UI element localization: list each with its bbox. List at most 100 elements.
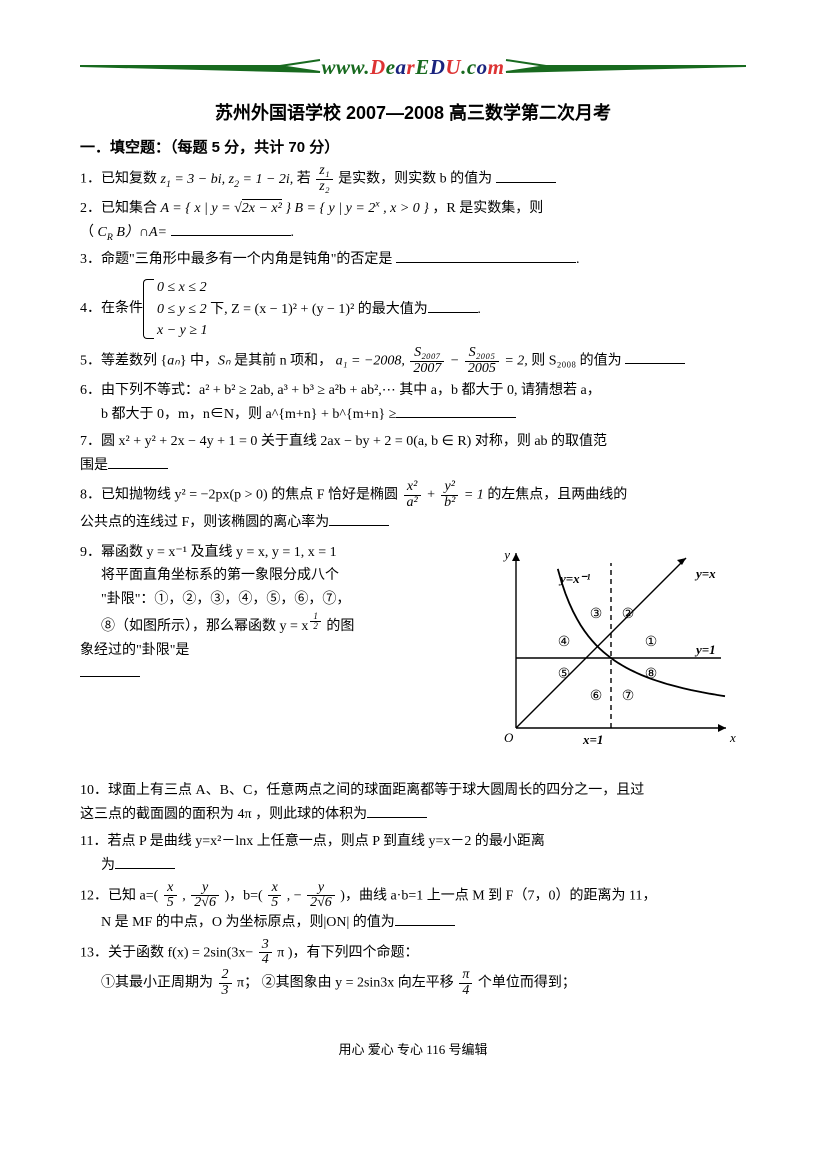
condition: x − y ≥ 1 xyxy=(157,320,481,341)
denominator: 4 xyxy=(259,953,272,968)
denominator: b² xyxy=(441,496,458,511)
text: 2．已知集合 xyxy=(80,201,161,216)
fraction: π4 xyxy=(459,968,472,998)
fraction: 23 xyxy=(219,968,232,998)
text: 8．已知抛物线 y² = −2px(p > 0) 的焦点 F 恰好是椭圆 xyxy=(80,488,402,503)
question-5: 5．等差数列 {aₙ} 中，Sₙ 是其前 n 项和， a₁ = −2008, S… xyxy=(80,346,746,376)
text: 则 S₂₀₀₈ 的值为 xyxy=(531,353,621,368)
fraction: S₂₀₀₇2007 xyxy=(410,346,444,376)
url-part: m xyxy=(488,55,505,79)
sep: , − xyxy=(283,888,305,903)
page: www.DearEDU.com 苏州外国语学校 2007—2008 高三数学第二… xyxy=(0,0,826,1091)
svg-text:y=x⁻¹: y=x⁻¹ xyxy=(558,571,591,586)
text: 11．若点 P 是曲线 y=x²－lnx 上任意一点，则点 P 到直线 y=x－… xyxy=(80,834,545,849)
denominator: 2007 xyxy=(410,362,444,377)
page-title: 苏州外国语学校 2007—2008 高三数学第二次月考 xyxy=(80,98,746,129)
url-part: E xyxy=(415,55,430,79)
denominator: 2√6 xyxy=(191,896,219,911)
question-9-row: 9．幂函数 y = x⁻¹ 及直线 y = x, y = 1, x = 1 将平… xyxy=(80,538,746,777)
fraction: S₂₀₀₅2005 xyxy=(465,346,499,376)
answer-blank xyxy=(496,168,556,183)
op: + xyxy=(426,488,439,503)
text: 为 xyxy=(101,858,115,873)
sep: , xyxy=(179,888,190,903)
denominator: z₂ xyxy=(316,180,332,195)
svg-text:y=1: y=1 xyxy=(694,642,716,657)
svg-text:x=1: x=1 xyxy=(582,732,603,747)
question-9: 9．幂函数 y = x⁻¹ 及直线 y = x, y = 1, x = 1 将平… xyxy=(80,541,468,687)
site-header: www.DearEDU.com xyxy=(80,50,746,80)
text: 象经过的"卦限"是 xyxy=(80,639,468,663)
exponent-fraction: 12 xyxy=(310,612,321,632)
answer-blank xyxy=(108,454,168,469)
text: 若 xyxy=(297,172,315,187)
condition: 0 ≤ x ≤ 2 xyxy=(157,277,481,298)
question-10: 10．球面上有三点 A、B、C，任意两点之间的球面距离都等于球大圆周长的四分之一… xyxy=(80,779,746,827)
url-part: e xyxy=(386,55,396,79)
fraction: y2√6 xyxy=(191,881,219,911)
radicand: 2x − x² xyxy=(242,199,282,216)
answer-blank xyxy=(396,403,516,418)
answer-blank xyxy=(428,298,478,313)
text: N 是 MF 的中点，O 为坐标原点，则|ON| 的值为 xyxy=(101,915,395,930)
fraction: x5 xyxy=(268,881,281,911)
fraction: x²a² xyxy=(404,480,421,510)
question-13: 13．关于函数 f(x) = 2sin(3x− 34 π )，有下列四个命题： … xyxy=(80,938,746,999)
expr: B）∩A= xyxy=(113,225,167,240)
page-footer: 用心 爱心 专心 116 号编辑 xyxy=(80,1039,746,1061)
text: b 都大于 0，m，n∈N，则 a^{m+n} + b^{m+n} ≥ xyxy=(101,407,396,422)
expr: aₙ xyxy=(167,353,180,368)
url-part: D xyxy=(430,55,446,79)
text: π； ②其图象由 y = 2sin3x 向左平移 xyxy=(237,976,457,991)
text: 公共点的连线过 F，则该椭圆的离心率为 xyxy=(80,515,329,530)
text: } 中， xyxy=(180,353,218,368)
answer-blank xyxy=(395,911,455,926)
url-part: D xyxy=(370,55,386,79)
svg-text:y: y xyxy=(502,547,510,562)
text: )，b=( xyxy=(224,888,266,903)
expr: } B = { y | y = 2 xyxy=(285,201,375,216)
expr: A = { x | y = xyxy=(161,201,235,216)
quadrant-chart: yxOy=x⁻¹y=xy=1x=1①②③④⑤⑥⑦⑧ xyxy=(476,538,746,768)
url-part: r xyxy=(407,55,416,79)
text: ①其最小正周期为 xyxy=(101,976,217,991)
svg-text:①: ① xyxy=(645,635,658,650)
text: 10．球面上有三点 A、B、C，任意两点之间的球面距离都等于球大圆周长的四分之一… xyxy=(80,783,644,798)
text: 3．命题"三角形中最多有一个内角是钝角"的否定是 xyxy=(80,252,392,267)
question-7: 7．圆 x² + y² + 2x − 4y + 1 = 0 关于直线 2ax −… xyxy=(80,430,746,478)
answer-blank xyxy=(329,511,389,526)
text: 6．由下列不等式：a² + b² ≥ 2ab, a³ + b³ ≥ a²b + … xyxy=(80,383,601,398)
denominator: 2005 xyxy=(465,362,499,377)
fraction: 34 xyxy=(259,938,272,968)
denominator: 5 xyxy=(268,896,281,911)
numerator: x xyxy=(268,881,281,897)
question-2: 2．已知集合 A = { x | y = √2x − x² } B = { y … xyxy=(80,197,746,245)
url-part: U xyxy=(445,55,461,79)
numerator: y xyxy=(307,881,335,897)
text: 4．在条件 xyxy=(80,297,143,321)
svg-text:②: ② xyxy=(622,607,635,622)
denominator: a² xyxy=(404,496,421,511)
question-12: 12．已知 a=( x5 , y2√6 )，b=( x5 , − y2√6 )，… xyxy=(80,881,746,935)
q1-text: 1．已知复数 xyxy=(80,172,161,187)
text: )，曲线 a·b=1 上一点 M 到 F（7，0）的距离为 11， xyxy=(340,888,656,903)
answer-blank xyxy=(396,248,576,263)
text: 12．已知 a=( xyxy=(80,888,162,903)
expr: = 2, xyxy=(504,353,527,368)
header-url: www.DearEDU.com xyxy=(80,50,746,86)
url-part: www. xyxy=(322,55,371,79)
url-part: o xyxy=(477,55,488,79)
svg-text:x: x xyxy=(729,730,736,745)
text: （ xyxy=(80,225,98,240)
expr: = 3 − bi, z xyxy=(171,172,234,187)
numerator: y xyxy=(191,881,219,897)
denominator: 2 xyxy=(310,622,321,631)
text: 13．关于函数 f(x) = 2sin(3x− xyxy=(80,945,257,960)
url-part: a xyxy=(396,55,407,79)
svg-text:⑦: ⑦ xyxy=(622,689,635,704)
answer-blank xyxy=(367,803,427,818)
text: π )，有下列四个命题： xyxy=(277,945,418,960)
svg-text:③: ③ xyxy=(590,607,603,622)
question-4: 4．在条件 0 ≤ x ≤ 2 0 ≤ y ≤ 2 下, Z = (x − 1)… xyxy=(80,275,746,343)
text: 围是 xyxy=(80,458,108,473)
